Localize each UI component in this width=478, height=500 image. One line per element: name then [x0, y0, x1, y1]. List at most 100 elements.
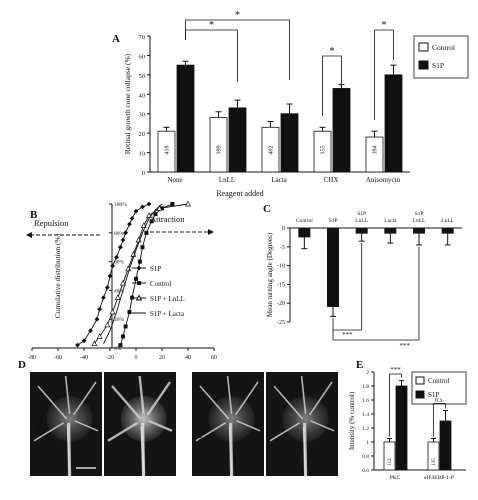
panel-c-bar [327, 228, 339, 307]
panel-letter-d: D [18, 359, 26, 371]
panel-b-y-tick-label: 20% [114, 317, 125, 323]
panel-a-bracket-none-lnll [185, 29, 238, 82]
panel-a-n-label: 284 [236, 146, 242, 155]
panel-e-y-tick-label: 0.8 [362, 454, 369, 460]
panel-a-bracket-chx-star: * [330, 46, 335, 57]
panel-c-y-tick-label: 0 [282, 226, 285, 232]
panel-a-x-axis-label: Reagent added [216, 189, 263, 198]
panel-b-x-tick-label: 40 [185, 355, 191, 361]
panel-b-point [96, 333, 103, 339]
panel-c-category-label: LnLL [413, 218, 426, 224]
panel-a-category-label: LnLL [219, 176, 235, 184]
panel-e-legend-swatch [415, 390, 425, 399]
panel-d-growth-cone [208, 395, 255, 442]
panel-a-y-tick-label: 20 [139, 131, 146, 138]
panel-b-point [137, 259, 142, 264]
panel-a-category-label: Anisomycin [366, 176, 401, 184]
panel-b-series-line [103, 203, 163, 344]
panel-b-point [185, 200, 191, 207]
panel-c-category-label: S1P [415, 211, 424, 217]
panel-a-y-tick-label: 60 [139, 53, 146, 60]
panel-d-filopodium [72, 381, 97, 416]
panel-b-point [170, 202, 175, 206]
panel-c-y-tick-label: -20 [277, 301, 285, 307]
panel-a-bar-s1p [384, 74, 403, 173]
panel-b-point [144, 230, 149, 235]
panel-b-point [114, 294, 121, 300]
panel-d-micrographs: PKC S1P eIF4EBP-1-P S1P [30, 372, 338, 477]
panel-b-repulsion-arrowhead [26, 232, 32, 238]
panel-b-point [140, 204, 145, 210]
panel-b-y-tick-label: 40% [114, 288, 125, 294]
panel-e-y-tick-label: 1.8 [362, 384, 369, 390]
panel-b-point [75, 342, 80, 348]
panel-a-bar-s1p [176, 64, 195, 173]
panel-d-filopodium [64, 375, 71, 414]
panel-a-n-label: 42 [340, 147, 346, 153]
panel-a-category-label: Lacta [271, 176, 287, 184]
panel-a-legend: Control S1P [413, 35, 469, 79]
panel-d-filopodium [269, 422, 301, 442]
panel-b-y-tick-label: 80% [114, 231, 125, 237]
panel-a-y-tick-label: 10 [139, 151, 146, 158]
panel-b-point [94, 316, 100, 322]
panel-e-category-label: PKC [390, 475, 401, 481]
panel-a-bar-s1p [280, 113, 299, 173]
panel-b-point [127, 221, 132, 227]
panel-c-bracket-2 [332, 246, 420, 341]
panel-e-bar-chart: 0.6 0.8 1 1.2 1.4 1.6 1.8 2 Intensity (% control… [348, 366, 467, 481]
panel-a-bracket-chx [322, 55, 342, 116]
panel-d-filopodium [308, 381, 333, 416]
panel-d-filopodium [199, 385, 230, 420]
panel-c-bracket-1-stars: *** [342, 331, 353, 339]
panel-b-point [127, 310, 132, 314]
panel-a-legend-swatch [418, 42, 429, 52]
panel-a-bar-s1p [228, 107, 247, 173]
panel-e-n-label: 112 [388, 458, 393, 466]
panel-b-point [149, 219, 154, 224]
panel-a-n-label: 355 [321, 146, 327, 155]
panel-a-y-axis-label: Retinal growth cone collapse (%) [123, 53, 132, 154]
panel-c-bar [298, 228, 311, 238]
panel-a-bracket-none-lnll-star: * [209, 20, 214, 31]
panel-c-bar [413, 228, 425, 234]
panel-letter-c: C [263, 203, 271, 215]
panel-b-point [91, 340, 98, 347]
panel-a-legend-swatch [418, 60, 429, 70]
panel-a-category-label: None [167, 176, 182, 184]
panel-a-legend-label: S1P [432, 61, 444, 70]
panel-d-filopodium [74, 420, 99, 432]
panel-b-point [121, 334, 125, 339]
panel-b-point [146, 201, 152, 207]
panel-d-filopodium [234, 381, 259, 416]
panel-d-pkc-label: PKC [35, 416, 44, 432]
panel-d-filopodium [273, 385, 304, 420]
panel-e-y-tick-label: 1.4 [362, 412, 369, 418]
panel-d-s1p-label-1: S1P [148, 378, 163, 388]
panel-a-n-label: 402 [269, 146, 275, 155]
panel-d-axon [67, 422, 72, 477]
panel-a-y-tick-label: 40 [139, 92, 146, 99]
panel-b-point [114, 254, 119, 260]
panel-e-legend-label: S1P [428, 391, 439, 399]
panel-c-y-tick-label: -25 [277, 320, 285, 326]
panel-d-filopodium [146, 381, 171, 416]
panel-b-legend-marker [137, 281, 141, 285]
panel-letter-b: B [30, 209, 38, 221]
panel-b-point [97, 306, 102, 312]
panel-b-point [81, 338, 87, 344]
panel-a-bar-chart: 0 10 20 30 40 50 60 70 Retinal growth cone colla… [123, 10, 410, 198]
panel-a-y-tick-label: 70 [139, 34, 146, 41]
panel-d-filopodium [111, 385, 142, 420]
panel-b-point [118, 343, 123, 348]
panel-b-point [88, 328, 93, 334]
panel-b-x-tick-label: 60 [211, 355, 217, 361]
panel-b-legend-marker [136, 265, 142, 271]
panel-a-n-label: 477 [184, 146, 190, 155]
panel-e-bracket-pkc [389, 373, 402, 437]
panel-b-x-tick-label: -60 [54, 355, 62, 361]
panel-d-eif-label: eIF4EBP-1-P [197, 406, 204, 441]
panel-e-eif-ns: n.s. [435, 396, 444, 403]
panel-b-x-tick-label: 0 [135, 355, 138, 361]
panel-a-n-label: 394 [373, 146, 379, 155]
